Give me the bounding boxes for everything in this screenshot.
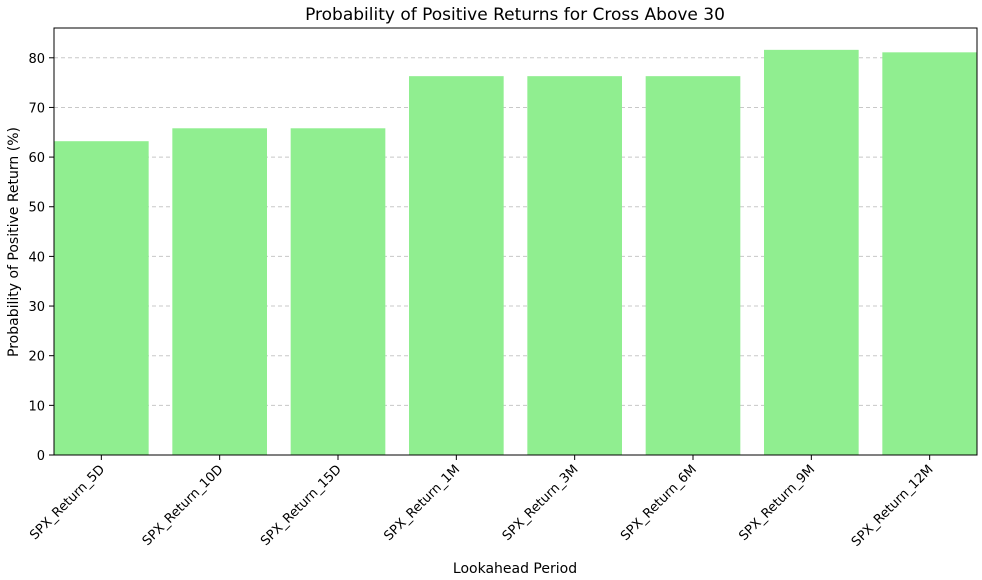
bar-SPX_Return_12M: [882, 52, 977, 455]
y-tick-label: 40: [28, 250, 45, 265]
chart-title: Probability of Positive Returns for Cros…: [305, 5, 725, 25]
bar-SPX_Return_6M: [645, 76, 741, 456]
x-axis-label: Lookahead Period: [453, 561, 577, 577]
y-tick-label: 10: [28, 399, 45, 414]
y-tick-label: 60: [28, 151, 45, 166]
plot-frame: [53, 27, 978, 456]
bar-SPX_Return_10D: [172, 128, 267, 455]
bar-SPX_Return_5D: [54, 141, 149, 455]
bar-SPX_Return_9M: [764, 49, 859, 456]
bar-SPX_Return_1M: [409, 76, 504, 456]
y-tick-label: 20: [28, 350, 45, 365]
y-tick-label: 50: [28, 201, 45, 216]
y-tick-label: 70: [28, 101, 45, 116]
bar-SPX_Return_15D: [290, 128, 386, 455]
y-tick-label: 30: [28, 300, 45, 315]
y-tick-label: 0: [37, 449, 45, 464]
y-tick-label: 80: [28, 52, 45, 67]
y-axis-label: Probability of Positive Return (%): [6, 127, 22, 357]
bar-SPX_Return_3M: [527, 76, 622, 456]
y-axis: 0 10 20 30 40 50 60 70 80: [28, 52, 54, 464]
bars: [54, 49, 977, 456]
